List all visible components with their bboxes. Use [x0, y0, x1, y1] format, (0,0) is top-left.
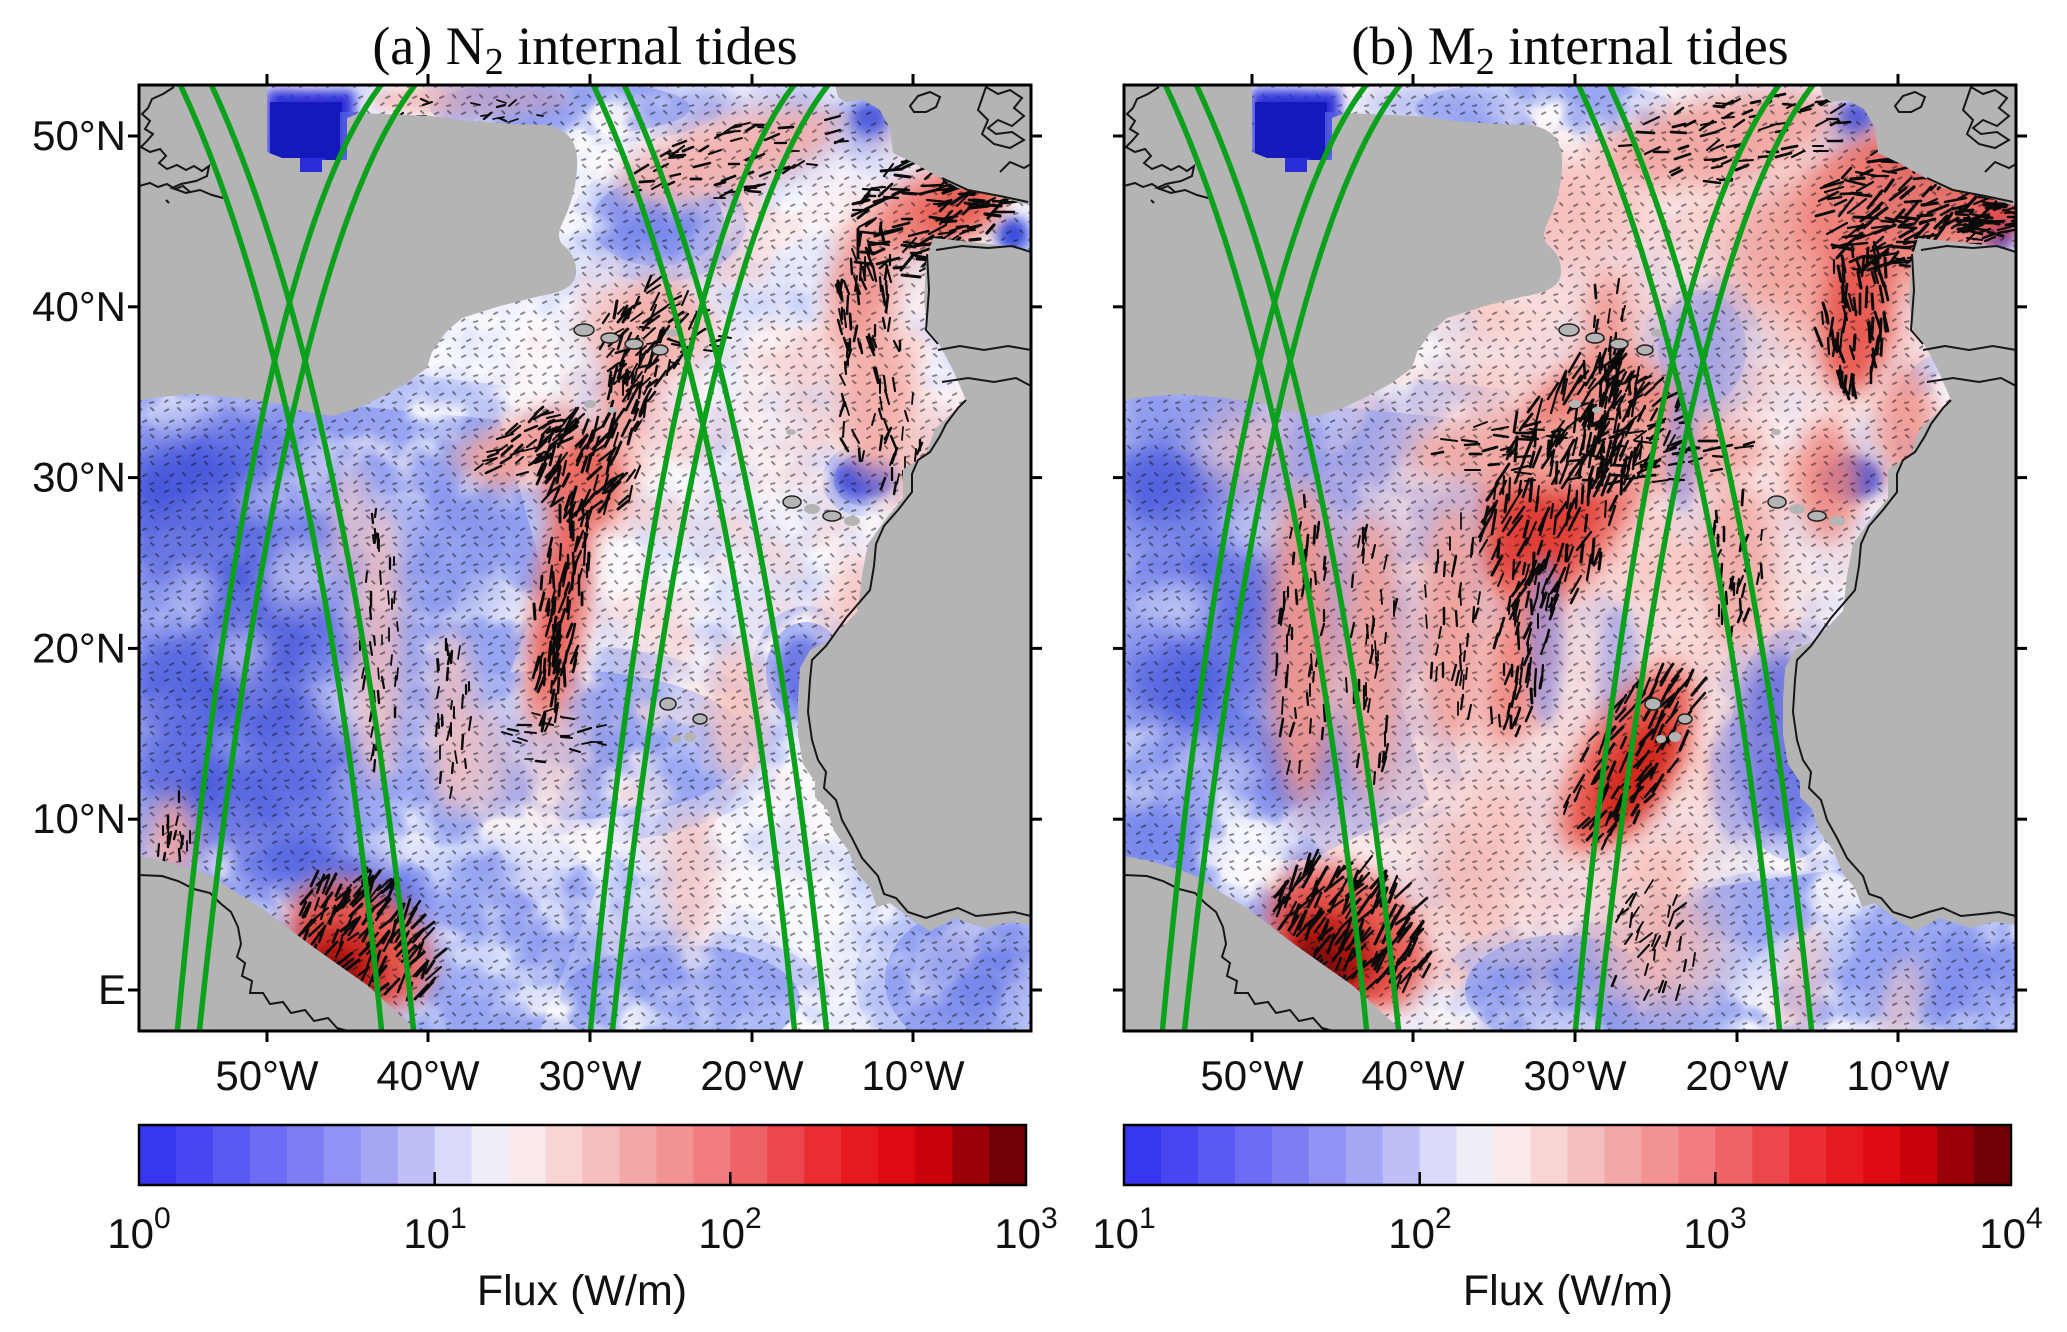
svg-text:50°N: 50°N [32, 112, 126, 159]
svg-text:104: 104 [1979, 1202, 2042, 1257]
svg-text:30°W: 30°W [538, 1052, 642, 1099]
svg-text:Flux (W/m): Flux (W/m) [1463, 1267, 1673, 1315]
svg-text:10°W: 10°W [861, 1052, 965, 1099]
svg-text:101: 101 [1092, 1202, 1155, 1257]
svg-text:(b) M2 internal tides: (b) M2 internal tides [1351, 16, 1788, 83]
svg-text:102: 102 [1388, 1202, 1451, 1257]
svg-text:30°N: 30°N [32, 454, 126, 501]
svg-text:103: 103 [1683, 1202, 1746, 1257]
svg-text:40°N: 40°N [32, 283, 126, 330]
svg-text:100: 100 [107, 1202, 170, 1257]
svg-text:102: 102 [698, 1202, 761, 1257]
svg-text:50°W: 50°W [1200, 1052, 1304, 1099]
svg-text:10°W: 10°W [1846, 1052, 1950, 1099]
svg-text:101: 101 [403, 1202, 466, 1257]
svg-text:20°W: 20°W [1685, 1052, 1789, 1099]
svg-text:103: 103 [994, 1202, 1057, 1257]
svg-text:E: E [98, 966, 126, 1013]
svg-text:Flux (W/m): Flux (W/m) [477, 1267, 687, 1315]
svg-text:50°W: 50°W [215, 1052, 319, 1099]
svg-text:30°W: 30°W [1523, 1052, 1627, 1099]
svg-text:10°N: 10°N [32, 795, 126, 842]
svg-text:(a) N2 internal tides: (a) N2 internal tides [372, 16, 797, 83]
svg-text:20°N: 20°N [32, 624, 126, 671]
svg-text:40°W: 40°W [376, 1052, 480, 1099]
svg-text:20°W: 20°W [700, 1052, 804, 1099]
svg-text:40°W: 40°W [1361, 1052, 1465, 1099]
